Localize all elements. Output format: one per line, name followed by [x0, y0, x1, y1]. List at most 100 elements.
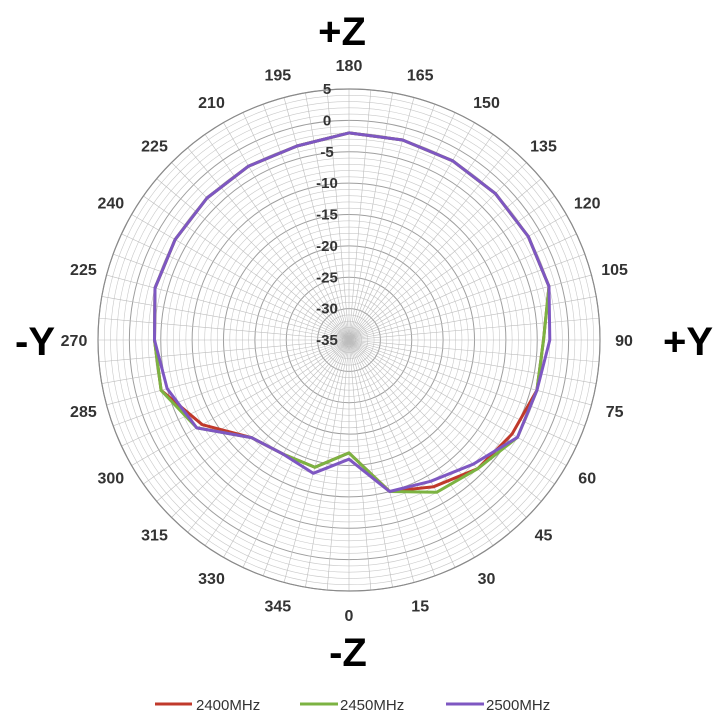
grid-spoke: [348, 339, 567, 466]
radial-tick-label: -10: [316, 175, 338, 192]
angle-label: 180: [336, 58, 363, 75]
grid-spoke: [101, 296, 350, 341]
grid-spoke: [121, 233, 350, 341]
grid-spoke: [348, 147, 511, 341]
grid-spoke: [187, 147, 350, 341]
grid-spoke: [348, 233, 577, 341]
angle-label: 135: [530, 139, 557, 156]
grid-spoke: [348, 253, 585, 341]
grid-spoke: [223, 122, 350, 341]
angle-label: 225: [141, 139, 168, 156]
grid-spoke: [348, 134, 494, 341]
grid-spoke: [348, 339, 456, 568]
angle-label: 90: [615, 333, 633, 350]
angle-label: 240: [97, 196, 124, 213]
grid-spoke: [348, 339, 585, 427]
grid-spoke: [156, 339, 350, 502]
grid-spoke: [101, 339, 350, 384]
angle-label: 225: [70, 262, 97, 279]
legend: 2400MHz 2450MHz 2500MHz: [155, 697, 550, 714]
angle-label: 165: [407, 67, 434, 84]
grid-spoke: [348, 339, 542, 502]
angle-label: 210: [198, 95, 225, 112]
grid-spoke: [348, 339, 555, 485]
axis-label-right: +Y: [663, 320, 713, 364]
angle-label: 330: [198, 571, 225, 588]
grid-spoke: [204, 134, 350, 341]
radial-tick-label: -30: [316, 301, 338, 318]
grid-spoke: [348, 339, 592, 406]
grid-spoke: [348, 339, 475, 558]
grid-spoke: [98, 339, 350, 363]
grid-spoke: [348, 339, 597, 384]
legend-label-2: 2450MHz: [340, 697, 404, 714]
polar-grid: [97, 88, 601, 592]
radial-tick-label: 0: [323, 112, 331, 129]
grid-spoke: [98, 317, 350, 341]
grid-spoke: [262, 104, 350, 341]
grid-spoke: [326, 89, 350, 341]
angle-label: 150: [473, 95, 500, 112]
grid-spoke: [348, 122, 475, 341]
series-line-3: [153, 131, 552, 493]
grid-spoke: [348, 112, 456, 341]
legend-item-1: 2400MHz: [155, 697, 260, 714]
angle-label: 195: [264, 67, 291, 84]
grid-spoke: [348, 339, 511, 533]
grid-spoke: [305, 92, 350, 341]
grid-spoke: [106, 274, 350, 341]
axis-label-left: -Y: [15, 320, 55, 364]
grid-spoke: [348, 162, 527, 341]
grid-spoke: [348, 104, 436, 341]
grid-spoke: [348, 296, 597, 341]
radial-tick-label: -25: [316, 269, 338, 286]
radial-tick-label: 5: [323, 81, 331, 98]
legend-label-1: 2400MHz: [196, 697, 260, 714]
radial-tick-label: -35: [316, 332, 338, 349]
angle-label: 315: [141, 528, 168, 545]
angle-labels: 0 15 30 45 60 75 90 105 120 135 150 165 180 195 210 225…: [61, 58, 633, 625]
grid-spoke: [348, 92, 393, 341]
grid-spoke: [348, 317, 600, 341]
grid-spoke: [204, 339, 350, 546]
grid-spoke: [143, 339, 350, 485]
angle-label: 15: [411, 599, 429, 616]
radial-tick-label: -20: [316, 238, 338, 255]
grid-spoke: [242, 112, 350, 341]
grid-spoke: [348, 339, 393, 588]
grid-spoke: [348, 339, 577, 447]
grid-spoke: [348, 97, 415, 341]
grid-spoke: [348, 339, 494, 546]
grid-spoke: [348, 178, 542, 341]
angle-label: 270: [61, 333, 88, 350]
grid-spoke: [348, 89, 372, 341]
grid-spoke: [348, 214, 567, 341]
angle-label: 120: [574, 196, 601, 213]
angle-label: 75: [606, 404, 624, 421]
grid-spoke: [131, 339, 350, 466]
grid-spoke: [348, 195, 555, 341]
grid-spoke: [348, 274, 592, 341]
series-lines: [153, 131, 552, 494]
grid-spoke: [113, 339, 350, 427]
grid-spoke: [348, 339, 415, 583]
grid-spoke: [106, 339, 350, 406]
grid-spoke: [121, 339, 350, 447]
legend-label-3: 2500MHz: [486, 697, 550, 714]
grid-spoke: [348, 339, 527, 518]
angle-label: 105: [601, 262, 628, 279]
angle-label: 300: [97, 471, 124, 488]
grid-spoke: [143, 195, 350, 341]
grid-spoke: [171, 162, 350, 341]
angle-label: 285: [70, 404, 97, 421]
axis-label-bottom: -Z: [329, 631, 367, 675]
grid-spoke: [187, 339, 350, 533]
grid-spoke: [348, 339, 600, 363]
grid-spoke: [283, 97, 350, 341]
grid-spoke: [223, 339, 350, 558]
radial-tick-label: -5: [320, 144, 333, 161]
grid-spoke: [171, 339, 350, 518]
legend-item-2: 2450MHz: [300, 697, 404, 714]
radial-tick-labels: 5 0 -5 -10 -15 -20 -25 -30 -35: [316, 81, 338, 349]
